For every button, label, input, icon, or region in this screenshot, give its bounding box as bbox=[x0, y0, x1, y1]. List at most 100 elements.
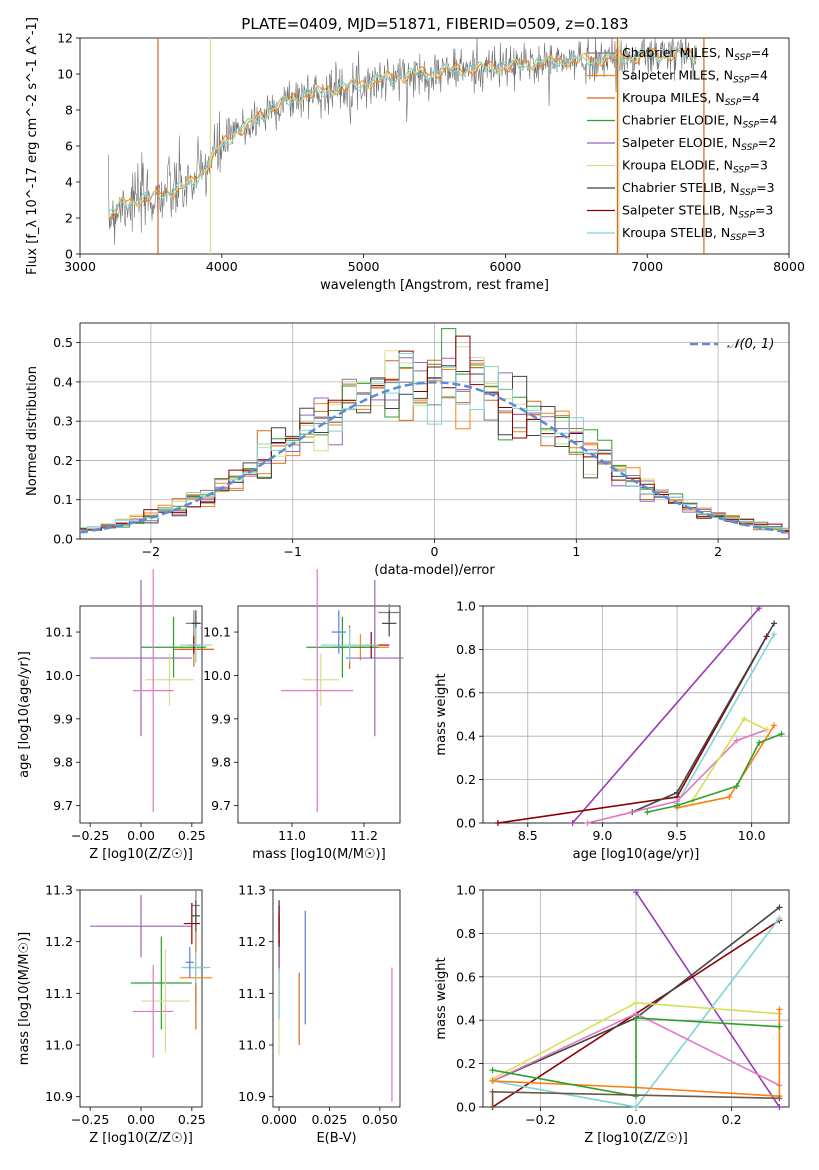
x-tick-label: 6000 bbox=[489, 259, 521, 274]
y-axis-label: mass weight bbox=[434, 673, 449, 755]
x-tick-label: 11.2 bbox=[350, 828, 378, 843]
mass-weight-marker bbox=[776, 1006, 783, 1013]
y-tick-label: 10.9 bbox=[238, 1089, 266, 1104]
x-axis-label: Z [log10(Z/Z☉)] bbox=[89, 1131, 193, 1146]
axes-frame bbox=[272, 889, 401, 1108]
y-tick-label: 0.2 bbox=[53, 453, 73, 468]
mass-weight-marker bbox=[771, 631, 778, 638]
histogram-step bbox=[80, 362, 789, 532]
mass-weight-marker bbox=[771, 722, 778, 729]
y-tick-label: 10.9 bbox=[45, 1089, 73, 1104]
y-tick-label: 0.0 bbox=[456, 1100, 476, 1115]
y-tick-label: 0 bbox=[65, 247, 73, 262]
mass-weight-marker bbox=[776, 1023, 783, 1030]
histogram-step bbox=[80, 353, 789, 534]
y-tick-label: 10.1 bbox=[45, 625, 73, 640]
y-tick-label: 6 bbox=[65, 139, 73, 154]
legend-label: Salpeter MILES, NSSP=4 bbox=[622, 68, 768, 86]
mass-weight-marker bbox=[733, 737, 740, 744]
y-axis-label: Flux [f_λ 10^-17 erg cm^-2 s^-1 A^-1] bbox=[25, 17, 40, 275]
y-tick-label: 4 bbox=[65, 175, 73, 190]
mass-weight-marker bbox=[489, 1088, 496, 1095]
y-tick-label: 0.2 bbox=[456, 772, 476, 787]
y-tick-label: 2 bbox=[65, 211, 73, 226]
x-tick-label: 0.050 bbox=[362, 1112, 398, 1127]
mass-weight-line bbox=[571, 607, 760, 824]
x-tick-label: 9.0 bbox=[592, 828, 612, 843]
y-tick-label: 0.4 bbox=[456, 1013, 476, 1028]
mass-weight-marker bbox=[633, 889, 639, 896]
model-spectrum-line bbox=[107, 47, 698, 214]
axes-frame bbox=[237, 605, 401, 824]
mass-weight-line bbox=[635, 891, 781, 1108]
x-tick-label: 0.25 bbox=[178, 1112, 206, 1127]
y-tick-label: 9.8 bbox=[53, 755, 73, 770]
figure-title: PLATE=0409, MJD=51871, FIBERID=0509, z=0… bbox=[241, 15, 628, 33]
x-tick-label: 8.5 bbox=[518, 828, 538, 843]
mass-weight-marker bbox=[776, 1095, 783, 1102]
legend-label: Chabrier MILES, NSSP=4 bbox=[622, 45, 769, 63]
y-tick-label: 9.8 bbox=[211, 755, 231, 770]
axes-frame bbox=[79, 322, 790, 540]
y-axis-label: Normed distribution bbox=[25, 366, 40, 496]
mass-weight-marker bbox=[644, 809, 651, 816]
mass-weight-marker bbox=[776, 904, 783, 911]
y-axis-label: age [log10(age/yr)] bbox=[17, 651, 32, 778]
y-tick-label: 9.7 bbox=[53, 798, 73, 813]
x-tick-label: −0.25 bbox=[71, 828, 109, 843]
legend-label: Chabrier ELODIE, NSSP=4 bbox=[622, 113, 777, 131]
mass-weight-line bbox=[587, 728, 767, 824]
mass-weight-marker bbox=[741, 715, 748, 722]
legend-label: Kroupa MILES, NSSP=4 bbox=[622, 90, 760, 108]
x-tick-label: 0 bbox=[431, 544, 439, 559]
x-tick-label: −2 bbox=[142, 544, 160, 559]
x-tick-label: −1 bbox=[283, 544, 301, 559]
x-tick-label: 0.025 bbox=[312, 1112, 348, 1127]
mass-weight-marker bbox=[569, 820, 576, 826]
mass-weight-marker bbox=[733, 783, 740, 790]
y-tick-label: 0.0 bbox=[456, 816, 476, 831]
mass-weight-marker bbox=[776, 1104, 783, 1110]
y-tick-label: 11.0 bbox=[45, 1038, 73, 1053]
x-tick-label: 0.00 bbox=[127, 828, 155, 843]
x-tick-label: 7000 bbox=[631, 259, 663, 274]
y-tick-label: 0.2 bbox=[456, 1056, 476, 1071]
legend-label: Salpeter STELIB, NSSP=3 bbox=[622, 203, 773, 221]
y-tick-label: 10 bbox=[57, 67, 73, 82]
x-tick-label: 4000 bbox=[206, 259, 238, 274]
x-axis-label: mass [log10(M/M☉)] bbox=[252, 847, 385, 862]
mass-weight-marker bbox=[633, 1093, 639, 1100]
x-axis-label: E(B-V) bbox=[316, 1131, 356, 1146]
x-tick-label: 0.000 bbox=[261, 1112, 297, 1127]
mass-weight-marker bbox=[494, 820, 501, 826]
legend-label: Kroupa ELODIE, NSSP=3 bbox=[622, 158, 768, 176]
x-tick-label: 2 bbox=[714, 544, 722, 559]
mass-weight-marker bbox=[778, 731, 785, 738]
x-tick-label: 3000 bbox=[64, 259, 96, 274]
x-tick-label: 9.5 bbox=[667, 828, 687, 843]
plots-layer: 3000 4000 5000 6000 7000 8000024681012wavelen… bbox=[17, 17, 805, 1146]
y-tick-label: 0.8 bbox=[456, 642, 476, 657]
mass-weight-marker bbox=[756, 739, 763, 746]
y-tick-label: 8 bbox=[65, 103, 73, 118]
x-axis-label: wavelength [Angstrom, rest frame] bbox=[320, 278, 549, 293]
y-tick-label: 9.9 bbox=[211, 711, 231, 726]
x-tick-label: 5000 bbox=[348, 259, 380, 274]
mass-weight-marker bbox=[489, 1077, 496, 1084]
y-tick-label: 0.0 bbox=[53, 532, 73, 547]
y-tick-label: 11.1 bbox=[238, 986, 266, 1001]
x-tick-label: 0.2 bbox=[722, 1112, 742, 1127]
axes-frame bbox=[79, 889, 203, 1108]
x-tick-label: −0.2 bbox=[525, 1112, 555, 1127]
y-tick-label: 0.5 bbox=[53, 335, 73, 350]
y-tick-label: 11.3 bbox=[238, 883, 266, 898]
model-spectrum-line bbox=[107, 47, 698, 221]
y-tick-label: 0.4 bbox=[53, 374, 73, 389]
x-tick-label: 8000 bbox=[773, 259, 805, 274]
mass-weight-marker bbox=[489, 1067, 496, 1074]
mass-weight-marker bbox=[756, 605, 763, 612]
y-tick-label: 9.7 bbox=[211, 798, 231, 813]
mass-weight-marker bbox=[674, 789, 681, 796]
mass-weight-line bbox=[492, 1009, 781, 1098]
mass-weight-line bbox=[497, 636, 768, 824]
